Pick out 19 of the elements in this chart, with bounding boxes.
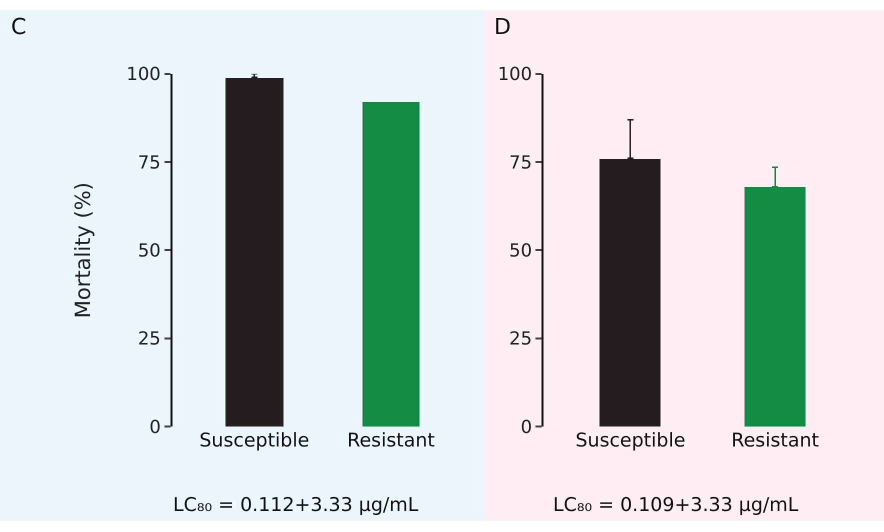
chart-title: D: [494, 15, 511, 40]
y-tick-label: 50: [138, 240, 161, 262]
y-axis-title: Mortality (%): [71, 182, 96, 318]
y-tick-label: 100: [498, 64, 532, 86]
y-tick-label: 75: [509, 152, 532, 174]
y-tick-label: 25: [138, 328, 161, 350]
y-tick-label: 100: [126, 64, 161, 86]
text: LC₈₀ = 0.109+3.33 μg/mL: [553, 494, 799, 516]
y-tick-label: 50: [509, 240, 532, 262]
x-tick-label: Resistant: [347, 429, 435, 452]
y-tick-label: 75: [138, 152, 161, 174]
y-tick-label: 0: [149, 416, 161, 438]
x-tick-label: Susceptible: [575, 429, 686, 452]
text: LC₈₀ = 0.112+3.33 μg/mL: [173, 494, 419, 516]
x-tick-label: Susceptible: [199, 429, 310, 452]
y-tick-label: 0: [520, 416, 532, 438]
x-tick-label: Resistant: [731, 429, 819, 452]
chart-title: C: [11, 15, 26, 40]
y-tick-label: 25: [509, 328, 532, 350]
